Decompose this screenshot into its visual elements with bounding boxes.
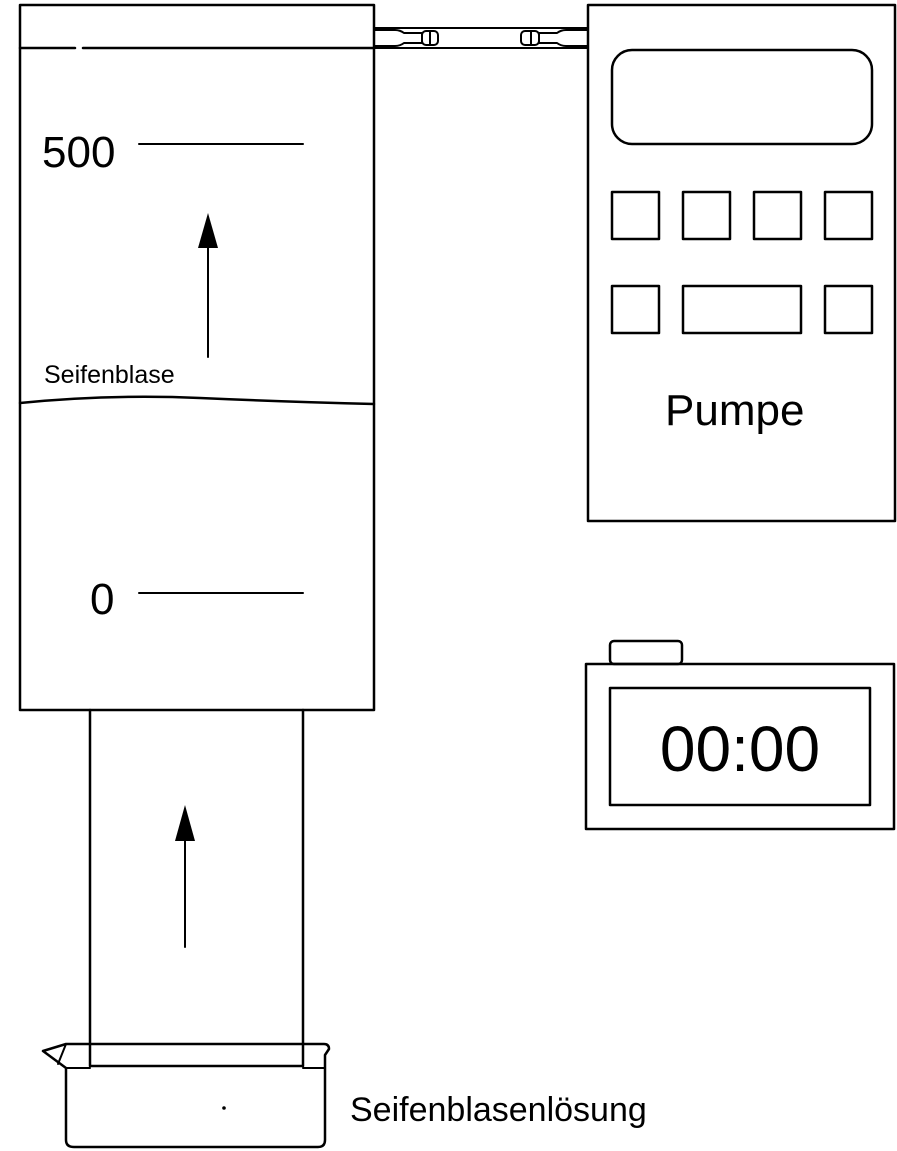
- hose-connector-right: [538, 29, 589, 47]
- inlet-tube: [88, 708, 305, 1068]
- stopwatch-button: [608, 639, 684, 666]
- pump-body: [586, 3, 897, 523]
- pump: Pumpe: [586, 3, 897, 523]
- burette-body: [18, 3, 376, 712]
- mark-0-label: 0: [90, 575, 114, 624]
- beaker-spout-line: [57, 1043, 67, 1065]
- burette: 500 0 Seifenblase: [18, 3, 376, 712]
- beaker: Seifenblasenlösung: [41, 1042, 647, 1149]
- pump-key-3: [752, 190, 803, 241]
- stopwatch-display: [608, 686, 872, 807]
- pump-label: Pumpe: [665, 386, 804, 435]
- pump-key-wide: [681, 284, 803, 335]
- bubble-direction-arrow-head: [198, 213, 218, 248]
- stopwatch-body: [584, 662, 896, 831]
- pump-display: [610, 48, 874, 146]
- flow-direction-arrow-head: [175, 805, 195, 841]
- pump-key-1: [610, 190, 661, 241]
- soap-bubble-label: Seifenblase: [44, 361, 175, 389]
- stopwatch-time: 00:00: [660, 713, 820, 785]
- mark-500-label: 500: [42, 128, 115, 177]
- stopwatch: 00:00: [584, 639, 896, 831]
- solution-dot: [222, 1106, 226, 1110]
- beaker-label: Seifenblasenlösung: [350, 1091, 647, 1129]
- pump-key-5: [610, 284, 661, 335]
- pump-key-2: [681, 190, 732, 241]
- pump-key-6: [823, 284, 874, 335]
- beaker-outline: [41, 1042, 331, 1149]
- hose-connector-left: [373, 29, 423, 47]
- connecting-hose: [373, 27, 589, 49]
- pump-key-4: [823, 190, 874, 241]
- soap-bubble-film: [18, 395, 376, 406]
- inlet-tube-outline: [88, 708, 305, 1068]
